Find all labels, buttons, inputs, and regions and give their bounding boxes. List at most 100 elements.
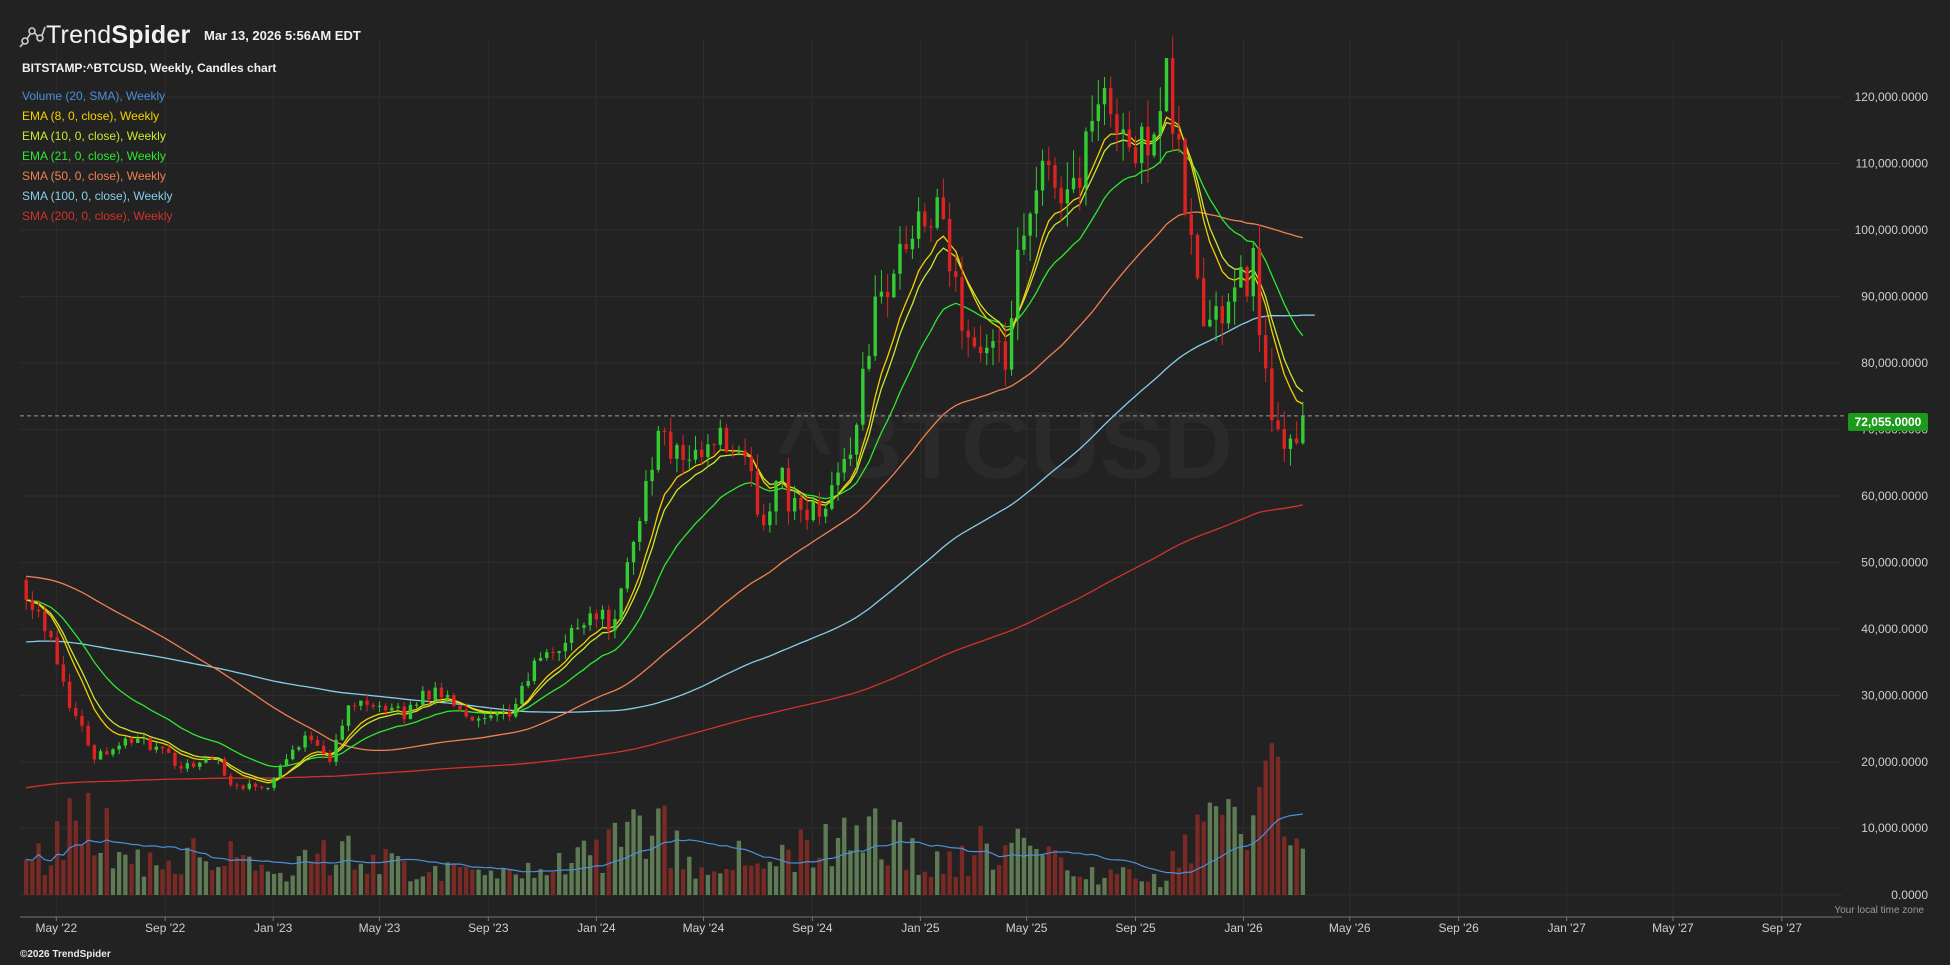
candle-body bbox=[699, 449, 704, 458]
volume-bar bbox=[606, 829, 611, 895]
volume-bar bbox=[147, 852, 153, 895]
volume-bar bbox=[891, 819, 896, 895]
candle-body bbox=[1146, 126, 1150, 156]
legend-item-volume-sma[interactable]: Volume (20, SMA), Weekly bbox=[22, 89, 166, 103]
candle-body bbox=[718, 427, 722, 445]
candle-body bbox=[173, 752, 177, 766]
volume-bar bbox=[284, 881, 289, 895]
candle-body bbox=[885, 291, 890, 298]
volume-bar bbox=[55, 821, 60, 895]
volume-bar bbox=[587, 855, 593, 895]
candle-body bbox=[1003, 341, 1008, 370]
volume-bar bbox=[265, 871, 271, 895]
volume-bar bbox=[953, 876, 958, 895]
candle-body bbox=[867, 356, 871, 369]
candle-body bbox=[557, 651, 561, 653]
volume-bar bbox=[935, 851, 940, 895]
candle-body bbox=[1294, 438, 1299, 444]
candle-body bbox=[1282, 428, 1286, 449]
volume-bar bbox=[191, 838, 196, 895]
volume-bar bbox=[538, 869, 543, 895]
timezone-label[interactable]: Your local time zone bbox=[1834, 905, 1924, 916]
candle-body bbox=[136, 738, 140, 743]
candle-body bbox=[105, 751, 109, 755]
y-tick-label: 0.0000 bbox=[1891, 888, 1928, 902]
candle-body bbox=[1034, 190, 1039, 214]
volume-bar bbox=[495, 878, 500, 895]
volume-bar bbox=[203, 861, 209, 895]
volume-bar bbox=[1263, 760, 1268, 895]
volume-bar bbox=[1257, 786, 1262, 895]
legend-item-sma-200[interactable]: SMA (200, 0, close), Weekly bbox=[22, 209, 173, 223]
volume-bar bbox=[30, 861, 35, 895]
candle-body bbox=[780, 467, 784, 482]
legend-item-ema-21[interactable]: EMA (21, 0, close), Weekly bbox=[22, 149, 166, 163]
candle-body bbox=[774, 481, 778, 512]
candle-body bbox=[675, 445, 679, 459]
volume-bar bbox=[420, 876, 425, 895]
candle-body bbox=[693, 449, 698, 460]
volume-bar bbox=[247, 856, 252, 895]
volume-bar bbox=[340, 841, 345, 895]
candle-body bbox=[408, 704, 413, 720]
candle-body bbox=[830, 485, 834, 509]
candle-body bbox=[706, 444, 710, 458]
candle-body bbox=[371, 704, 375, 707]
candle-body bbox=[80, 715, 84, 726]
volume-bar bbox=[526, 862, 531, 895]
volume-bar bbox=[1015, 828, 1020, 895]
candle-body bbox=[414, 704, 419, 706]
candle-body bbox=[185, 763, 190, 769]
candle-body bbox=[1071, 177, 1076, 190]
volume-bar bbox=[327, 875, 333, 895]
volume-bar bbox=[649, 835, 655, 895]
sma-50-line bbox=[26, 211, 1303, 752]
volume-bar bbox=[699, 867, 704, 895]
volume-bar bbox=[1102, 877, 1107, 895]
volume-bar bbox=[259, 864, 264, 895]
volume-bar bbox=[1089, 867, 1095, 895]
y-tick-label: 60,000.0000 bbox=[1861, 489, 1928, 503]
legend-item-ema-10[interactable]: EMA (10, 0, close), Weekly bbox=[22, 129, 166, 143]
volume-bar bbox=[550, 872, 556, 895]
symbol-title[interactable]: BITSTAMP:^BTCUSD, Weekly, Candles chart bbox=[22, 61, 277, 75]
volume-bar bbox=[377, 874, 382, 895]
volume-bar bbox=[352, 869, 357, 895]
volume-bar bbox=[879, 859, 884, 895]
candle-body bbox=[743, 450, 747, 457]
volume-bar bbox=[1046, 846, 1051, 895]
volume-bar bbox=[848, 850, 853, 895]
volume-bar bbox=[736, 840, 742, 895]
volume-bar bbox=[457, 867, 463, 895]
candle-body bbox=[439, 687, 444, 698]
candle-body bbox=[1232, 287, 1237, 302]
volume-bar bbox=[185, 847, 190, 895]
volume-bar bbox=[1108, 869, 1113, 895]
volume-bar bbox=[464, 866, 469, 895]
volume-bar bbox=[823, 824, 828, 895]
candle-body bbox=[421, 690, 425, 705]
volume-bar bbox=[346, 835, 351, 895]
y-tick-label: 110,000.0000 bbox=[1855, 157, 1928, 171]
candle-body bbox=[1078, 177, 1082, 188]
candle-body bbox=[582, 625, 586, 628]
candle-body bbox=[1109, 87, 1113, 115]
volume-bar bbox=[488, 870, 494, 895]
x-tick-label: Jan '24 bbox=[577, 921, 616, 935]
candle-body bbox=[167, 748, 171, 753]
volume-bar bbox=[984, 843, 989, 895]
volume-bar bbox=[916, 874, 921, 895]
legend-item-ema-8[interactable]: EMA (8, 0, close), Weekly bbox=[22, 109, 160, 123]
volume-bar bbox=[123, 854, 128, 895]
candle-body bbox=[910, 238, 915, 250]
volume-bar bbox=[625, 821, 630, 895]
x-tick-label: Sep '24 bbox=[792, 921, 833, 935]
candle-body bbox=[1251, 247, 1255, 297]
volume-bar bbox=[36, 843, 41, 895]
candle-body bbox=[514, 703, 518, 717]
legend-item-sma-100[interactable]: SMA (100, 0, close), Weekly bbox=[22, 189, 173, 203]
legend-item-sma-50[interactable]: SMA (50, 0, close), Weekly bbox=[22, 169, 166, 183]
volume-bar bbox=[1052, 850, 1058, 895]
candle-body bbox=[972, 337, 977, 347]
